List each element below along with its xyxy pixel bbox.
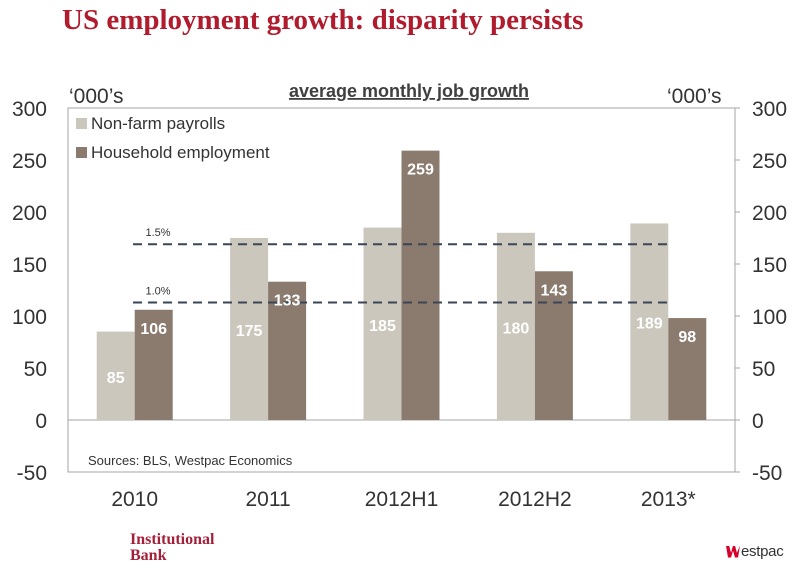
data-label-household-4: 98	[678, 329, 696, 346]
x-category-label-0: 2010	[111, 488, 158, 511]
data-label-nonfarm-0: 85	[107, 370, 125, 387]
bar-nonfarm-0	[96, 331, 135, 420]
y-tick-right-2: 50	[752, 358, 775, 381]
bar-household-1	[268, 281, 307, 420]
data-label-nonfarm-2: 185	[369, 318, 396, 335]
legend-label-1: Household employment	[91, 143, 270, 162]
bar-nonfarm-3	[496, 232, 535, 420]
bar-household-3	[534, 271, 573, 420]
plot-area-border	[67, 107, 736, 473]
chart-title: average monthly job growth	[289, 81, 529, 101]
y-tick-right-3: 100	[752, 306, 787, 329]
y-tick-left-1: 0	[35, 410, 47, 433]
reference-line-label-1: 1.0%	[145, 285, 170, 297]
y-tick-left-2: 50	[24, 358, 47, 381]
y-tick-left-5: 200	[12, 202, 47, 225]
data-label-nonfarm-4: 189	[636, 316, 663, 333]
data-label-nonfarm-1: 175	[236, 323, 263, 340]
logo-line-1: Institutional	[130, 531, 215, 548]
bar-household-0	[134, 309, 173, 420]
westpac-wordmark: estpac	[741, 543, 784, 560]
data-label-household-3: 143	[541, 282, 568, 299]
bar-nonfarm-2	[363, 227, 402, 420]
institutional-bank-logo: Institutional Bank	[130, 532, 214, 564]
y-tick-right-7: 300	[752, 98, 787, 121]
bar-nonfarm-4	[630, 223, 669, 420]
westpac-w-icon	[726, 545, 740, 558]
y-axis-unit-right: ‘000’s	[667, 85, 722, 108]
bar-household-2	[401, 150, 440, 420]
data-label-household-2: 259	[407, 162, 434, 179]
x-category-label-3: 2012H2	[498, 488, 572, 511]
x-category-label-4: 2013*	[641, 488, 696, 511]
y-tick-right-4: 150	[752, 254, 787, 277]
y-tick-left-6: 250	[12, 150, 47, 173]
data-label-household-1: 133	[274, 293, 301, 310]
westpac-logo: estpac	[726, 543, 784, 560]
x-category-label-2: 2012H1	[365, 488, 439, 511]
y-tick-right-5: 200	[752, 202, 787, 225]
y-tick-left-3: 100	[12, 306, 47, 329]
bar-nonfarm-1	[230, 238, 269, 420]
y-tick-right-6: 250	[752, 150, 787, 173]
y-tick-right-1: 0	[752, 410, 764, 433]
legend-swatch-1	[76, 147, 87, 158]
legend-swatch-0	[76, 118, 87, 129]
legend-label-0: Non-farm payrolls	[91, 114, 225, 133]
y-axis-unit-left: ‘000’s	[69, 85, 124, 108]
data-label-household-0: 106	[140, 321, 167, 338]
data-label-nonfarm-3: 180	[503, 320, 530, 337]
source-note: Sources: BLS, Westpac Economics	[88, 453, 293, 468]
y-tick-left-4: 150	[12, 254, 47, 277]
logo-line-2: Bank	[130, 547, 167, 564]
y-tick-right-0: -50	[752, 462, 782, 485]
reference-line-label-0: 1.5%	[145, 227, 170, 239]
y-tick-left-7: 300	[12, 98, 47, 121]
y-tick-left-0: -50	[17, 462, 47, 485]
bar-household-4	[668, 318, 707, 420]
page-title: US employment growth: disparity persists	[62, 4, 584, 36]
x-category-label-1: 2011	[246, 488, 291, 511]
